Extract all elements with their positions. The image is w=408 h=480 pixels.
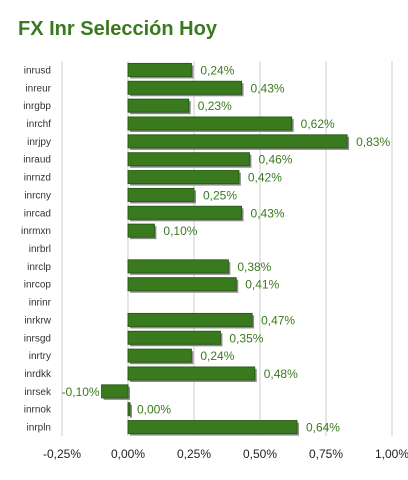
category-label: inrnzd <box>24 173 51 184</box>
data-label: 0,43% <box>251 81 285 95</box>
category-label: inrsek <box>24 387 52 398</box>
bar <box>127 187 195 202</box>
category-label: inrcop <box>24 280 52 291</box>
data-label: 0,47% <box>261 313 295 327</box>
data-label: 0,43% <box>251 206 285 220</box>
x-tick-label: -0,25% <box>43 447 81 461</box>
category-label: inraud <box>23 155 51 166</box>
bar <box>127 259 229 274</box>
data-label: -0,10% <box>62 385 100 399</box>
category-label: inrcad <box>24 208 51 219</box>
x-tick-label: 0,00% <box>111 447 145 461</box>
bar <box>127 330 221 345</box>
bar <box>127 98 190 113</box>
bar <box>127 366 256 381</box>
category-label: inrsgd <box>24 333 51 344</box>
data-label: 0,62% <box>301 117 335 131</box>
category-label: inrjpy <box>27 137 51 148</box>
category-label: inrtry <box>29 351 51 362</box>
data-label: 0,83% <box>356 135 390 149</box>
data-label: 0,35% <box>229 331 263 345</box>
data-label: 0,38% <box>237 260 271 274</box>
bar <box>101 384 129 399</box>
category-label: inrchf <box>27 119 52 130</box>
x-tick-label: 0,25% <box>177 447 211 461</box>
x-tick-label: 0,75% <box>309 447 343 461</box>
category-label: inreur <box>25 83 51 94</box>
data-label: 0,10% <box>163 224 197 238</box>
category-label: inrcny <box>24 190 51 201</box>
category-label: inrkrw <box>24 315 51 326</box>
category-label: inrusd <box>24 65 51 76</box>
data-label: 0,00% <box>137 403 171 417</box>
bar <box>127 277 237 292</box>
category-label: inrdkk <box>24 369 52 380</box>
data-label: 0,42% <box>248 171 282 185</box>
chart-title: FX Inr Selección Hoy <box>18 18 217 40</box>
data-label: 0,25% <box>203 188 237 202</box>
x-tick-label: 0,50% <box>243 447 277 461</box>
bar <box>127 116 293 131</box>
bar <box>127 402 131 417</box>
bar <box>127 80 243 95</box>
data-label: 0,48% <box>264 367 298 381</box>
data-label: 0,23% <box>198 99 232 113</box>
category-label: inrpln <box>27 423 51 434</box>
bar <box>127 420 298 435</box>
category-label: inrbrl <box>29 244 51 255</box>
category-label: inrmxn <box>21 226 51 237</box>
data-label: 0,24% <box>200 63 234 77</box>
bar <box>127 170 240 185</box>
category-label: inrclp <box>27 262 51 273</box>
bar <box>127 152 250 167</box>
bar <box>127 223 155 238</box>
bar <box>127 134 348 149</box>
data-label: 0,24% <box>200 349 234 363</box>
category-label: inrnok <box>24 405 52 416</box>
data-label: 0,46% <box>258 153 292 167</box>
data-label: 0,41% <box>245 278 279 292</box>
bar <box>127 312 253 327</box>
bar <box>127 205 243 220</box>
data-label: 0,64% <box>306 421 340 435</box>
bar-shadow <box>130 404 132 418</box>
bar <box>127 62 192 77</box>
bar <box>127 348 192 363</box>
category-label: inrinr <box>29 298 52 309</box>
x-tick-label: 1,00% <box>375 447 408 461</box>
category-label: inrgbp <box>23 101 51 112</box>
